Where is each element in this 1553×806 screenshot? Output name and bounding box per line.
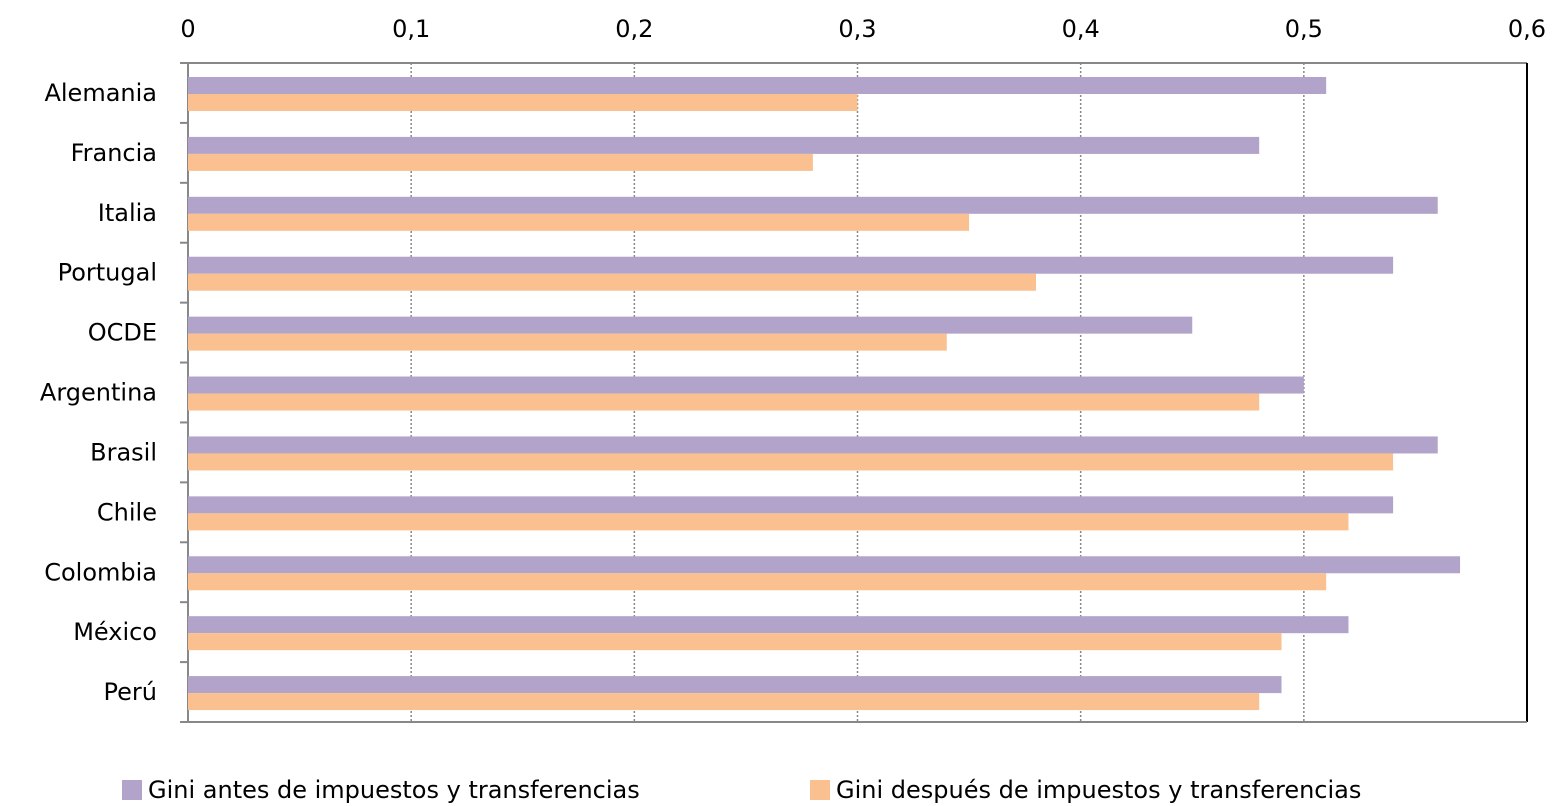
bar — [188, 496, 1394, 514]
bar — [188, 316, 1193, 334]
bar — [188, 556, 1461, 574]
bar — [188, 333, 947, 351]
bar — [188, 436, 1438, 454]
y-tick-label: Italia — [98, 199, 157, 227]
x-tick-label: 0,6 — [1508, 15, 1546, 43]
legend-swatch — [122, 780, 142, 800]
bar — [188, 77, 1327, 94]
x-tick-label: 0,5 — [1285, 15, 1323, 43]
y-tick-label: Portugal — [58, 259, 157, 287]
bar — [188, 633, 1282, 651]
x-tick-label: 0,4 — [1062, 15, 1100, 43]
x-tick-label: 0,1 — [392, 15, 430, 43]
bar — [188, 94, 858, 111]
y-tick-label: Chile — [97, 498, 157, 526]
bar — [188, 256, 1394, 274]
y-tick-label: Argentina — [40, 379, 157, 407]
bar — [188, 616, 1349, 634]
legend-label: Gini después de impuestos y transferenci… — [836, 776, 1361, 804]
y-tick-label: Colombia — [44, 558, 157, 586]
y-tick-label: Perú — [104, 678, 157, 706]
legend-label: Gini antes de impuestos y transferencias — [148, 776, 640, 804]
bar — [188, 136, 1260, 154]
y-tick-label: OCDE — [88, 319, 157, 347]
x-tick-label: 0,3 — [838, 15, 876, 43]
bar — [188, 513, 1349, 531]
bar — [188, 453, 1394, 471]
x-tick-label: 0 — [180, 15, 195, 43]
y-tick-label: Alemania — [44, 79, 157, 107]
bar — [188, 213, 970, 231]
bar — [188, 376, 1304, 394]
x-tick-label: 0,2 — [615, 15, 653, 43]
bar — [188, 693, 1260, 711]
bar — [188, 153, 813, 171]
bar — [188, 573, 1327, 591]
y-tick-label: México — [73, 618, 157, 646]
y-tick-label: Francia — [71, 139, 157, 167]
y-tick-label: Brasil — [90, 438, 157, 466]
bar — [188, 196, 1438, 214]
bar — [188, 393, 1260, 411]
legend-swatch — [810, 780, 830, 800]
bar — [188, 273, 1037, 291]
bar — [188, 676, 1282, 694]
